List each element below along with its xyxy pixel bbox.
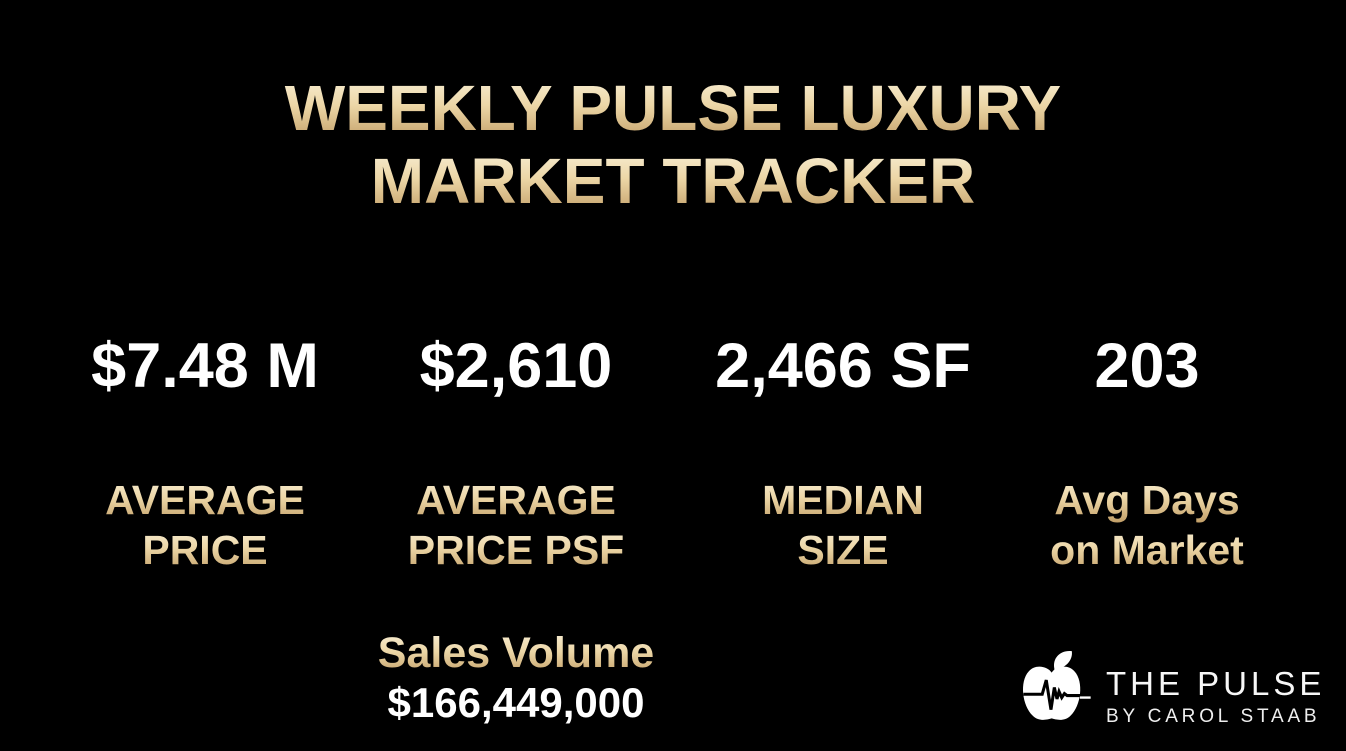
page-title: WEEKLY PULSE LUXURY MARKET TRACKER: [0, 72, 1346, 218]
metric-label-line-2: SIZE: [653, 525, 1033, 575]
metric-label-line-1: AVERAGE: [15, 475, 395, 525]
logo-text: THE PULSE BY CAROL STAAB: [1106, 665, 1325, 728]
metric-average-price: $7.48 M AVERAGE PRICE: [15, 335, 395, 575]
sales-volume-value: $166,449,000: [387, 679, 645, 726]
metric-label-line-1: Avg Days: [957, 475, 1337, 525]
metric-label-average-price: AVERAGE PRICE: [15, 475, 395, 575]
metric-value-average-price-psf: $2,610: [419, 331, 613, 401]
metric-label-line-2: on Market: [957, 525, 1337, 575]
metric-label-median-size: MEDIAN SIZE: [653, 475, 1033, 575]
the-pulse-logo: THE PULSE BY CAROL STAAB: [1018, 649, 1325, 730]
metric-average-price-psf: $2,610 AVERAGE PRICE PSF: [326, 335, 706, 575]
title-line-1: WEEKLY PULSE LUXURY: [0, 72, 1346, 145]
metric-label-line-1: AVERAGE: [326, 475, 706, 525]
metric-label-line-2: PRICE: [15, 525, 395, 575]
metric-label-average-price-psf: AVERAGE PRICE PSF: [326, 475, 706, 575]
apple-heartbeat-icon: [1023, 651, 1091, 720]
title-line-2: MARKET TRACKER: [0, 145, 1346, 218]
sales-volume-label: Sales Volume: [196, 629, 836, 678]
logo-byline: BY CAROL STAAB: [1106, 706, 1321, 727]
metric-value-avg-days-on-market: 203: [1094, 331, 1200, 401]
metric-value-average-price: $7.48 M: [91, 331, 319, 401]
metric-value-median-size: 2,466 SF: [715, 331, 971, 401]
sales-volume-block: Sales Volume $166,449,000: [196, 629, 836, 727]
metric-avg-days-on-market: 203 Avg Days on Market: [957, 335, 1337, 575]
metric-label-line-2: PRICE PSF: [326, 525, 706, 575]
metric-label-line-1: MEDIAN: [653, 475, 1033, 525]
logo-brand-name: THE PULSE: [1106, 665, 1326, 702]
metric-label-avg-days-on-market: Avg Days on Market: [957, 475, 1337, 575]
metric-median-size: 2,466 SF MEDIAN SIZE: [653, 335, 1033, 575]
